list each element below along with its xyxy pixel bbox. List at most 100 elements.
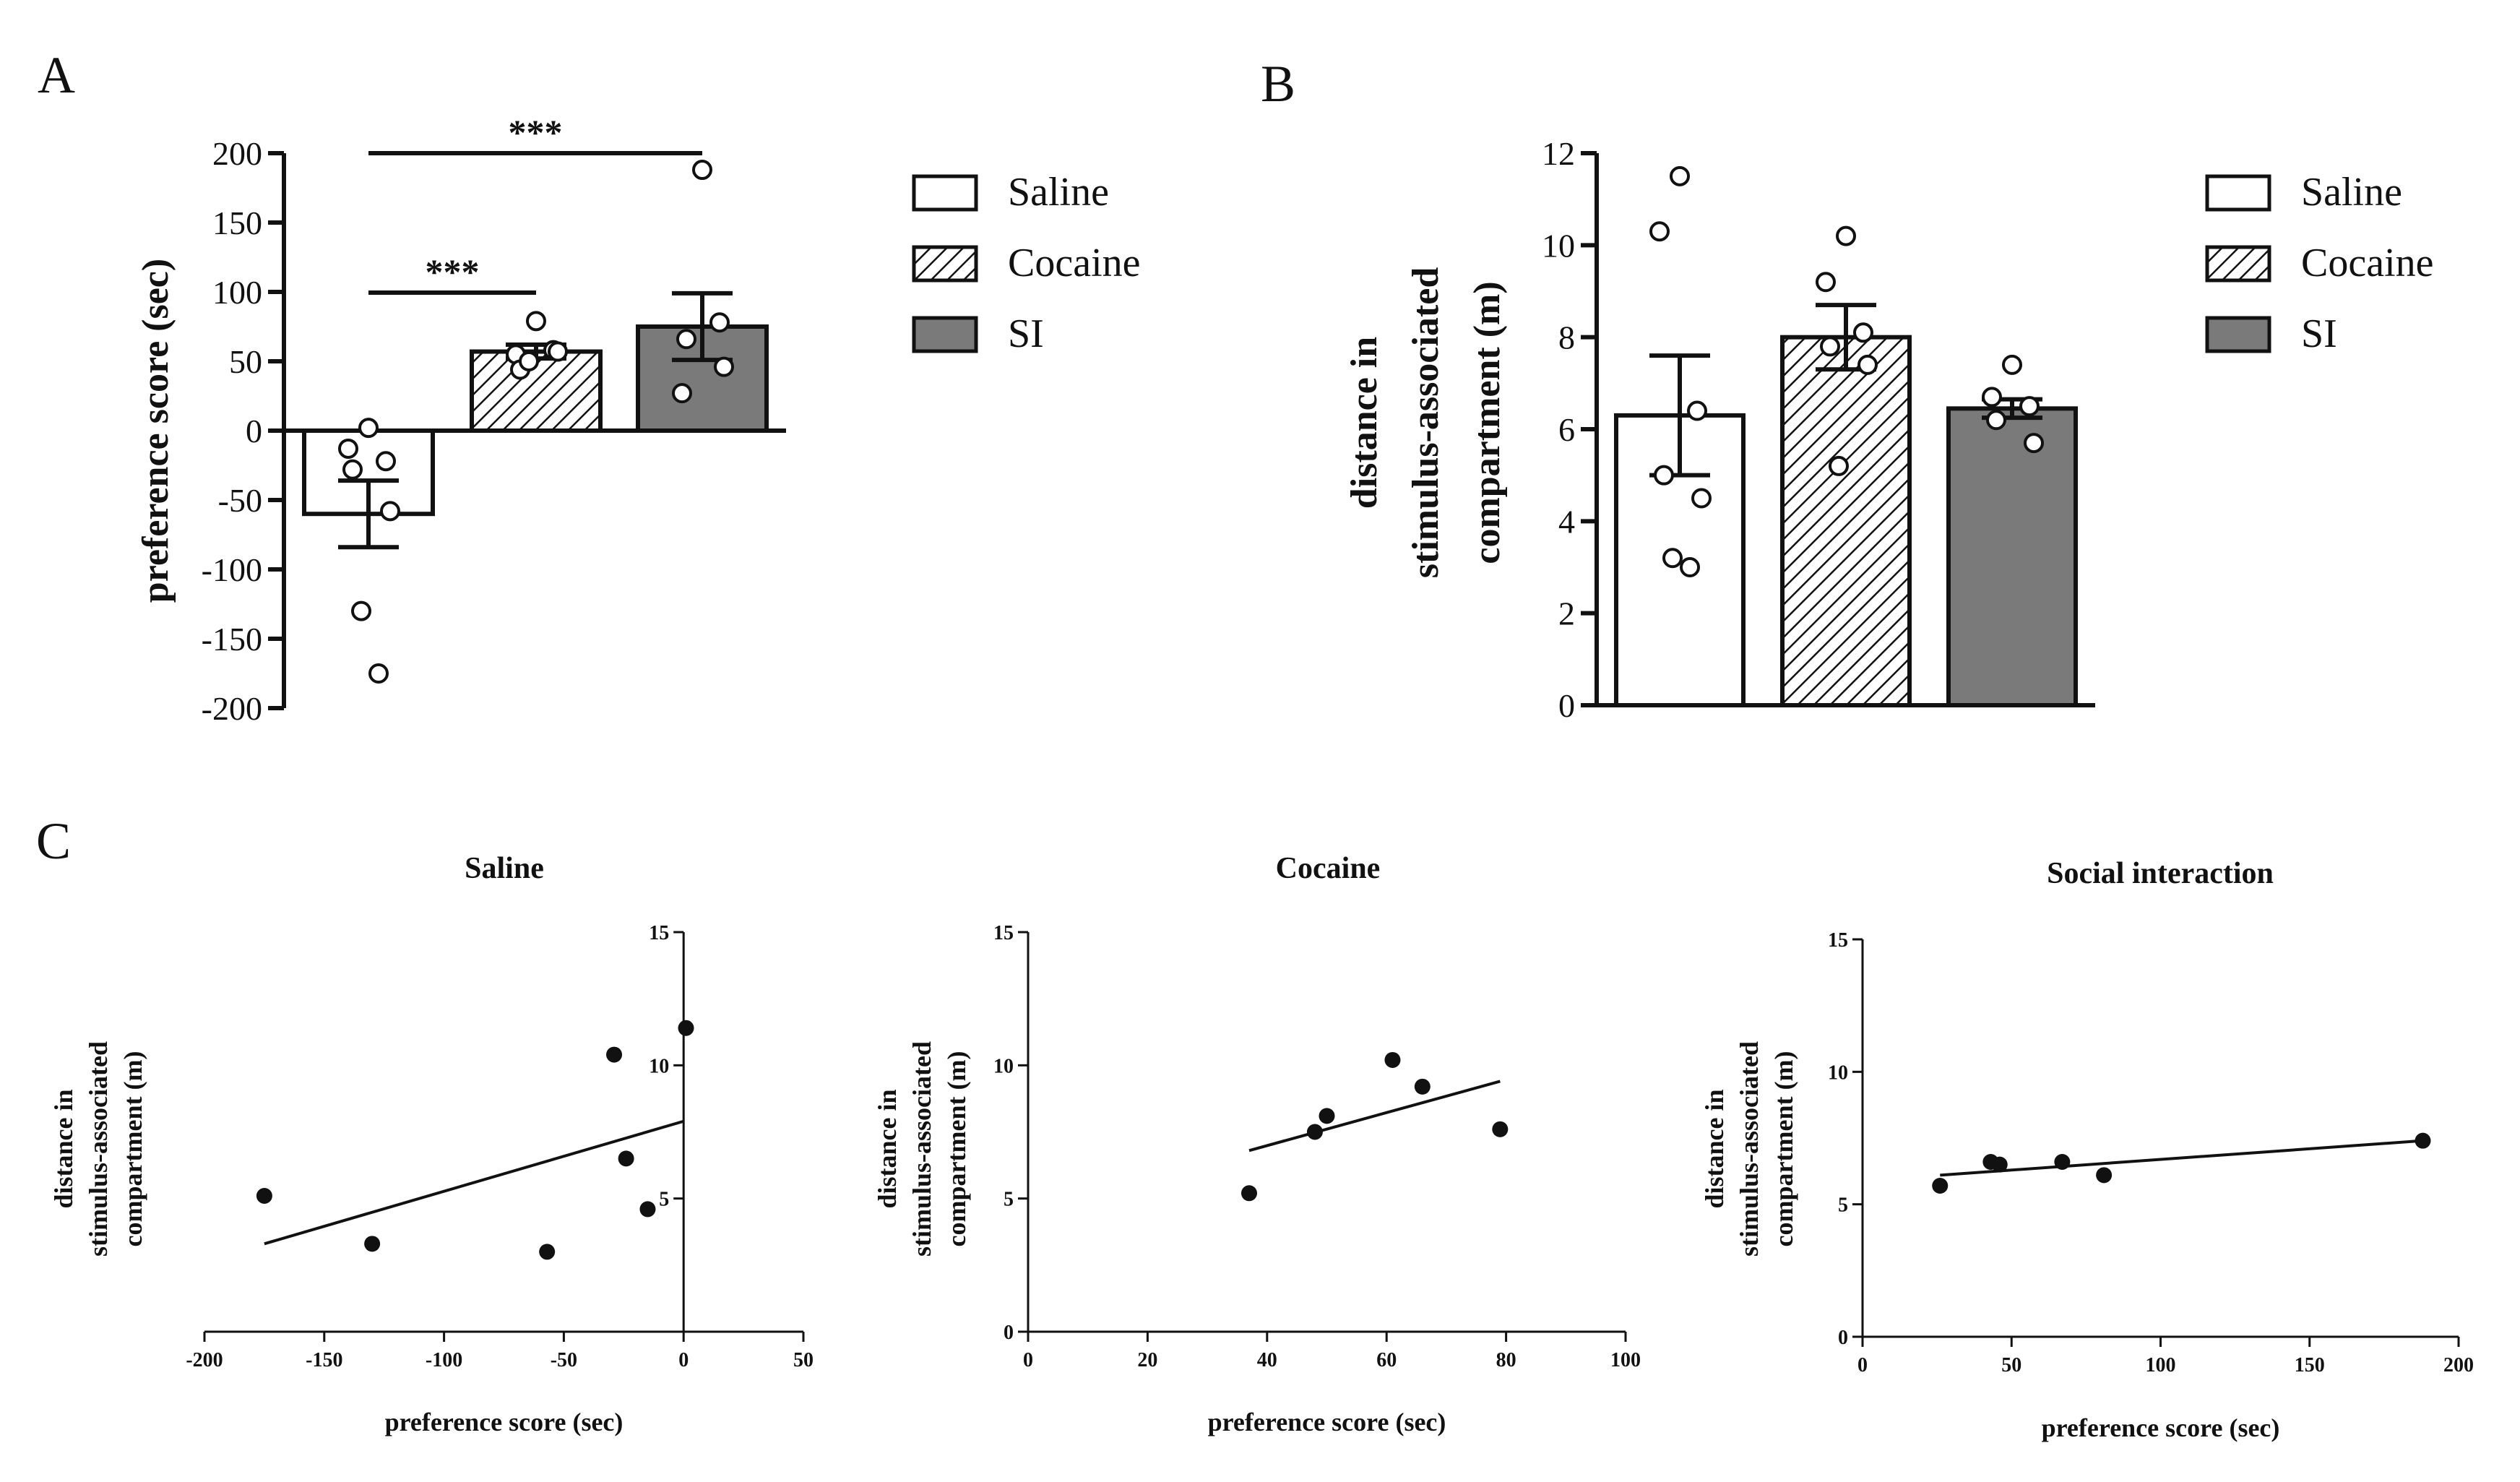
panel-c-social-interaction-y-tick-label: 5 xyxy=(1838,1194,1848,1217)
panel-c-social-interaction-data-point xyxy=(2054,1154,2071,1170)
panel-a-data-point xyxy=(692,160,712,181)
panel-b-data-point xyxy=(1687,400,1707,421)
panel-b-y-tick-label: 0 xyxy=(1558,687,1575,724)
panel-c-social-interaction-x-axis-label: preference score (sec) xyxy=(2042,1413,2280,1442)
panel-c-social-interaction-data-point xyxy=(1932,1178,1949,1194)
panel-b-data-point xyxy=(1691,488,1712,509)
panel-c-cocaine-y-tick-label: 10 xyxy=(993,1055,1014,1077)
panel-c-saline-data-point xyxy=(539,1244,556,1260)
legend-swatch-saline xyxy=(2205,174,2271,212)
panel-c-saline-data-point xyxy=(256,1187,272,1204)
legend-label-si: SI xyxy=(1008,311,1044,356)
panel-b-y-tick-label: 10 xyxy=(1542,227,1575,264)
panel-b-data-point xyxy=(1662,548,1683,569)
panel-c-social-interaction-y-tick-label: 15 xyxy=(1828,929,1848,952)
legend-label-saline: Saline xyxy=(2301,170,2402,215)
panel-c-social-interaction-title: Social interaction xyxy=(2047,857,2274,890)
panel-c-saline-y-axis-label-line: distance in xyxy=(49,1089,78,1208)
panel-b-data-point xyxy=(1816,272,1836,293)
panel-a-y-tick-label: -50 xyxy=(218,482,262,519)
panel-b-y-tick-label: 12 xyxy=(1542,135,1575,172)
panel-a-bar-chart: -200 -150 -100 -50 0 50 100 150 200 preference sc… xyxy=(135,112,786,727)
panel-c-social-interaction-x-tick-label: 50 xyxy=(2001,1354,2021,1377)
panel-b-data-point xyxy=(1820,336,1840,357)
panel-b-data-point xyxy=(1836,225,1856,246)
panel-b-y-axis-label-line: distance in xyxy=(1344,337,1385,509)
panel-c-saline-x-tick-label: -50 xyxy=(551,1349,577,1371)
panel-c-cocaine-data-point xyxy=(1306,1124,1323,1140)
panel-c-cocaine-x-tick-label: 20 xyxy=(1137,1349,1157,1371)
panel-c-social-interaction-x-tick-label: 150 xyxy=(2295,1354,2325,1377)
panel-a-data-point xyxy=(338,438,358,459)
panel-a-y-tick-label: -150 xyxy=(202,621,262,658)
panel-c-cocaine-x-tick-label: 0 xyxy=(1023,1349,1033,1371)
panel-c-social-interaction-data-point xyxy=(2096,1167,2113,1184)
panel-a-y-tick-label: 0 xyxy=(246,413,262,449)
panel-c-saline-plot: Saline -200 -150 -100 -50 0 50 5 10 15 preference … xyxy=(49,852,814,1436)
panel-c-cocaine-y-tick-label: 0 xyxy=(1004,1322,1014,1344)
panel-letter-c: C xyxy=(36,812,71,870)
panel-c-cocaine-x-tick-label: 40 xyxy=(1257,1349,1277,1371)
panel-c-cocaine-x-tick-label: 80 xyxy=(1496,1349,1516,1371)
legend-b: Saline Cocaine SI xyxy=(2205,170,2433,356)
legend-a: Saline Cocaine SI xyxy=(912,170,1140,356)
panel-c-social-interaction-data-point xyxy=(2415,1132,2431,1149)
panel-a-y-tick-label: 50 xyxy=(229,343,262,380)
panel-a-data-point xyxy=(672,383,692,404)
panel-c-saline-x-tick-label: -100 xyxy=(426,1349,462,1371)
panel-c-cocaine-x-tick-label: 100 xyxy=(1610,1349,1641,1371)
legend-label-cocaine: Cocaine xyxy=(2301,241,2433,285)
panel-b-data-point xyxy=(1857,354,1878,375)
panel-b-data-point xyxy=(1986,410,2006,431)
legend-swatch-cocaine xyxy=(912,245,978,283)
panel-c-cocaine-data-point xyxy=(1384,1051,1401,1068)
panel-b-data-point xyxy=(1654,465,1674,486)
panel-b-y-axis-label-line: compartment (m) xyxy=(1467,281,1508,564)
significance-label: *** xyxy=(509,112,563,152)
legend-swatch-si xyxy=(2205,316,2271,353)
panel-c-cocaine-y-tick-label: 5 xyxy=(1004,1189,1014,1211)
legend-swatch-saline xyxy=(912,174,978,212)
panel-c-cocaine-data-point xyxy=(1240,1185,1257,1202)
panel-a-data-point xyxy=(358,418,379,439)
panel-b-y-tick-label: 6 xyxy=(1558,411,1575,448)
panel-a-y-tick-label: -200 xyxy=(202,690,262,727)
panel-c-cocaine-x-tick-label: 60 xyxy=(1376,1349,1397,1371)
panel-c-cocaine-y-axis-label-line: compartment (m) xyxy=(942,1051,971,1247)
panel-c-saline-y-tick-label: 10 xyxy=(649,1055,669,1077)
panel-b-bar-cocaine xyxy=(1780,335,1912,707)
panel-c-cocaine-data-point xyxy=(1319,1108,1335,1124)
panel-a-y-tick-label: 100 xyxy=(212,274,262,311)
panel-c-cocaine-data-point xyxy=(1492,1121,1509,1137)
panel-c-social-interaction-fit-line xyxy=(1940,1139,2423,1177)
panel-c-cocaine-y-axis-label-line: stimulus-associated xyxy=(907,1041,936,1257)
panel-c-social-interaction-y-axis-label-line: distance in xyxy=(1700,1089,1729,1208)
panel-c-social-interaction-y-tick-label: 0 xyxy=(1838,1327,1848,1349)
panel-a-data-point xyxy=(548,341,568,362)
panel-c-saline-fit-line xyxy=(264,1119,684,1246)
legend-label-saline: Saline xyxy=(1008,170,1109,215)
panel-c-cocaine-title: Cocaine xyxy=(1276,852,1381,885)
panel-a-data-point xyxy=(368,663,389,684)
panel-a-data-point xyxy=(519,351,539,371)
panel-b-data-point xyxy=(1853,322,1873,343)
panel-a-bar-si xyxy=(636,324,769,433)
panel-c-saline-data-point xyxy=(606,1046,623,1063)
panel-c-saline-y-tick-label: 5 xyxy=(659,1189,669,1211)
panel-c-saline-x-tick-label: 50 xyxy=(793,1349,814,1371)
panel-a-y-axis-label: preference score (sec) xyxy=(135,259,176,603)
panel-c-saline-y-axis-label-line: stimulus-associated xyxy=(84,1041,113,1257)
panel-b-bar-chart: 0 2 4 6 8 10 12 distance in stimulus-associated c… xyxy=(1344,135,2095,724)
panel-c-saline-data-point xyxy=(639,1201,656,1218)
panel-c-scatter-plots: Saline-200 -150 -100 -50 0 5051015preference … xyxy=(49,852,2474,1442)
panel-c-social-interaction-y-axis-label-line: stimulus-associated xyxy=(1735,1041,1764,1257)
panel-b-y-tick-label: 4 xyxy=(1558,503,1575,540)
panel-c-saline-x-axis-label: preference score (sec) xyxy=(385,1408,623,1436)
panel-c-cocaine-plot: Cocaine 0 20 40 60 80 100 0 5 10 15 preference scor… xyxy=(873,852,1641,1436)
panel-a-data-point xyxy=(376,451,396,472)
panel-a-data-point xyxy=(526,311,546,332)
panel-a-data-point xyxy=(714,356,734,377)
significance-label: *** xyxy=(426,251,480,292)
panel-b-data-point xyxy=(1649,221,1670,242)
